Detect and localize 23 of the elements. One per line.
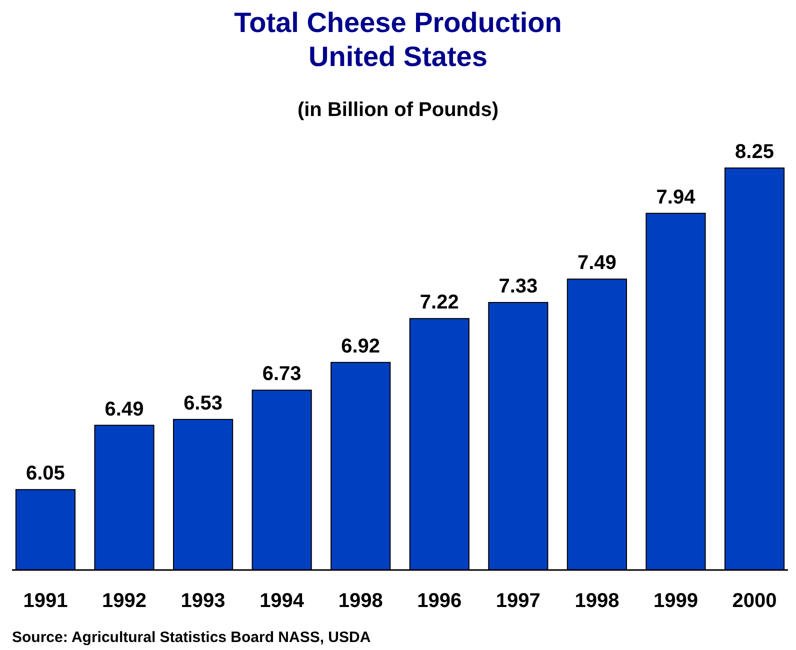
x-tick-label: 2000: [732, 590, 777, 612]
x-tick-label: 1992: [102, 590, 147, 612]
x-tick-label: 1998: [338, 590, 383, 612]
data-label: 6.49: [104, 398, 144, 420]
x-tick-label: 1996: [417, 590, 462, 612]
chart-subtitle: (in Billion of Pounds): [297, 99, 499, 121]
x-tick-label: 1998: [574, 590, 620, 612]
data-label: 7.94: [656, 186, 696, 208]
data-label: 6.73: [262, 363, 302, 386]
source-note: Source: Agricultural Statistics Board NASS, USDA: [12, 629, 371, 646]
data-label: 6.53: [184, 392, 223, 414]
x-tick-label: 1994: [260, 590, 305, 612]
x-tick-label: 1997: [496, 590, 540, 612]
data-label: 8.25: [735, 141, 774, 163]
x-tick-label: 1993: [180, 590, 226, 612]
data-label: 6.92: [341, 335, 380, 358]
data-label: 7.33: [498, 275, 538, 298]
data-label: 7.22: [420, 292, 459, 314]
x-tick-label: 1999: [653, 590, 698, 612]
data-label: 7.49: [577, 252, 616, 274]
data-label: 6.05: [26, 462, 65, 485]
x-tick-label: 1991: [23, 590, 68, 612]
chart-title: Total Cheese Production United States: [234, 7, 562, 72]
